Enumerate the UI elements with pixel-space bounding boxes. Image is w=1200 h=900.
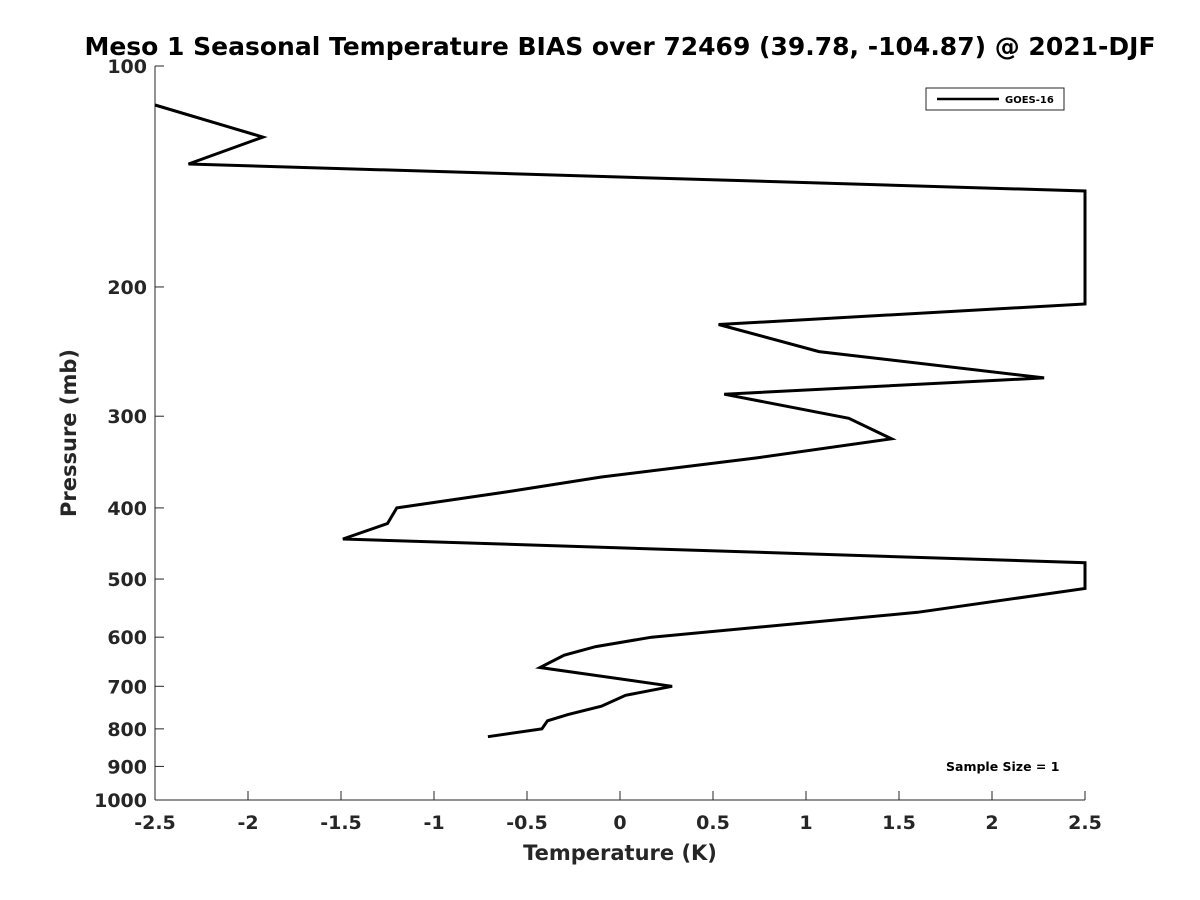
x-tick-label: -0.5 — [506, 812, 548, 834]
x-tick-label: 0.5 — [696, 812, 730, 834]
sample-size-annotation: Sample Size = 1 — [946, 759, 1059, 774]
y-tick-label: 700 — [107, 676, 147, 698]
y-axis-ticks: 100 200 300 400 500 600 700 800 900 1000 — [94, 56, 164, 812]
y-tick-label: 900 — [107, 756, 147, 778]
y-tick-label: 1000 — [94, 790, 147, 812]
x-tick-label: 1 — [799, 812, 812, 834]
x-tick-label: -1.5 — [320, 812, 362, 834]
y-tick-label: 800 — [107, 719, 147, 741]
x-tick-label: 0 — [613, 812, 626, 834]
y-tick-label: 500 — [107, 569, 147, 591]
series-layer — [154, 103, 1087, 739]
x-tick-label: 1.5 — [882, 812, 916, 834]
y-tick-label: 400 — [107, 498, 147, 520]
chart-title: Meso 1 Seasonal Temperature BIAS over 72… — [84, 32, 1155, 61]
x-axis-ticks: -2.5 -2 -1.5 -1 -0.5 0 0.5 1 1.5 2 2.5 — [134, 791, 1102, 834]
y-tick-label: 200 — [107, 277, 147, 299]
x-tick-label: -2 — [237, 812, 258, 834]
y-tick-label: 100 — [107, 56, 147, 78]
legend-label-goes-16: GOES-16 — [1005, 95, 1054, 106]
series-line-goes-16 — [154, 103, 1087, 739]
x-axis-label: Temperature (K) — [523, 841, 717, 865]
y-axis-label: Pressure (mb) — [57, 349, 81, 517]
legend: GOES-16 — [925, 87, 1065, 111]
x-tick-label: -1 — [423, 812, 444, 834]
y-tick-label: 300 — [107, 406, 147, 428]
y-tick-label: 600 — [107, 627, 147, 649]
x-tick-label: -2.5 — [134, 812, 176, 834]
x-tick-label: 2 — [985, 812, 998, 834]
x-tick-label: 2.5 — [1068, 812, 1102, 834]
